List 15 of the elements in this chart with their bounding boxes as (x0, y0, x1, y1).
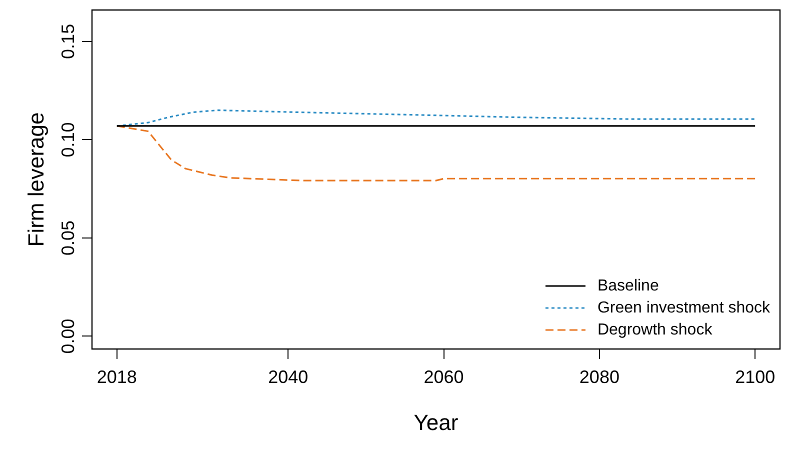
x-tick-label: 2040 (268, 366, 308, 387)
x-tick-label: 2018 (96, 366, 137, 387)
x-tick-label: 2080 (579, 366, 620, 387)
legend-label: Green investment shock (597, 299, 771, 316)
x-tick-label: 2100 (735, 366, 776, 387)
legend-label: Baseline (597, 277, 659, 294)
x-tick-label: 2060 (424, 366, 464, 387)
y-tick-label: 0.00 (58, 318, 78, 354)
y-axis-title: Firm leverage (23, 112, 48, 247)
y-tick-label: 0.05 (58, 220, 78, 256)
y-tick-label: 0.10 (58, 122, 78, 158)
x-axis-title: Year (414, 410, 458, 435)
legend-label: Degrowth shock (597, 321, 714, 338)
y-tick-label: 0.15 (58, 24, 78, 59)
line-series (116, 125, 756, 182)
